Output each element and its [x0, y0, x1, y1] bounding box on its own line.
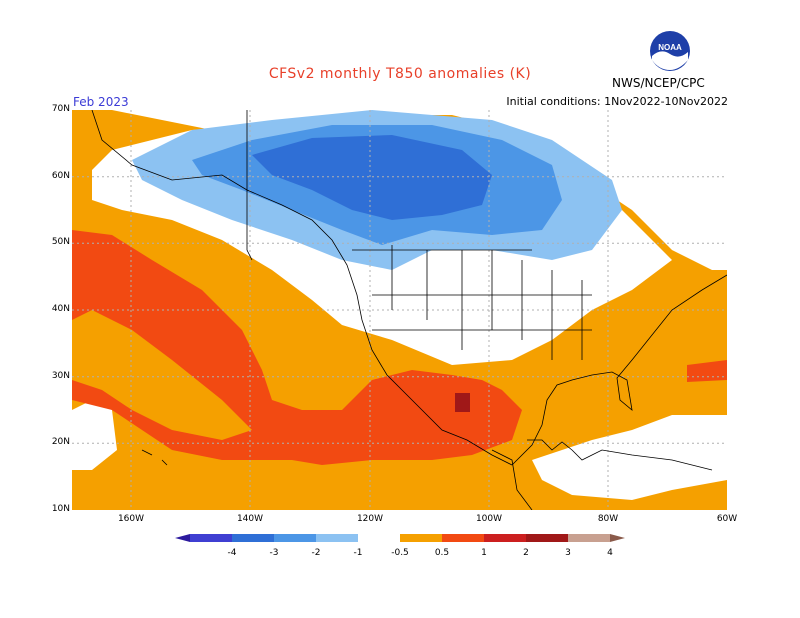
anomaly-map: [72, 109, 728, 511]
colorbar-label: -2: [312, 548, 321, 558]
colorbar-swatch: [232, 534, 274, 542]
colorbar-label: -3: [270, 548, 279, 558]
lon-label: 140W: [236, 514, 264, 524]
blue-dark-region: [252, 135, 492, 220]
colorbar-label: -0.5: [391, 548, 409, 558]
lon-label: 160W: [117, 514, 145, 524]
lon-label: 80W: [597, 514, 619, 524]
colorbar-min-arrow: [175, 534, 190, 542]
colorbar: -4 -3 -2 -1 -0.5 0.5 1 2 3 4: [170, 532, 630, 558]
lon-label: 100W: [475, 514, 503, 524]
initial-conditions: Initial conditions: 1Nov2022-10Nov2022: [506, 95, 728, 108]
colorbar-svg: -4 -3 -2 -1 -0.5 0.5 1 2 3 4: [175, 534, 625, 558]
orange-gap-pacific: [72, 310, 252, 440]
colorbar-label: 0.5: [435, 548, 449, 558]
darkred-spot: [455, 393, 470, 412]
coastlines: [91, 109, 728, 511]
white-region-south: [532, 415, 727, 500]
colorbar-swatch: [316, 534, 358, 542]
colorbar-label: 3: [565, 548, 571, 558]
colorbar-max-arrow: [610, 534, 625, 542]
page-title: CFSv2 monthly T850 anomalies (K): [268, 66, 532, 82]
colorbar-label: -4: [228, 548, 237, 558]
lon-label: 60W: [716, 514, 738, 524]
colorbar-swatch: [442, 534, 484, 542]
colorbar-swatch: [568, 534, 610, 542]
lat-label: 20N: [51, 437, 70, 447]
lat-label: 10N: [51, 504, 70, 514]
map-canvas: [72, 109, 728, 511]
logo-text: NOAA: [658, 43, 682, 52]
colorbar-swatch: [526, 534, 568, 542]
colorbar-label: -1: [354, 548, 363, 558]
colorbar-swatch: [484, 534, 526, 542]
colorbar-swatch: [400, 534, 442, 542]
logo-icon: NOAA: [649, 30, 691, 72]
colorbar-label: 1: [481, 548, 487, 558]
lat-label: 30N: [51, 371, 70, 381]
white-region-west: [72, 400, 117, 470]
lat-label: 50N: [51, 237, 70, 247]
colorbar-swatch: [190, 534, 232, 542]
anomaly-shading: [72, 110, 727, 510]
colorbar-swatch: [274, 534, 316, 542]
lat-label: 60N: [51, 171, 70, 181]
forecast-period: Feb 2023: [73, 95, 129, 109]
colorbar-swatch: [358, 534, 400, 542]
colorbar-label: 2: [523, 548, 529, 558]
lat-label: 70N: [51, 104, 70, 114]
lon-label: 120W: [356, 514, 384, 524]
colorbar-label: 4: [607, 548, 613, 558]
lat-label: 40N: [51, 304, 70, 314]
org-label: NWS/NCEP/CPC: [612, 76, 705, 90]
